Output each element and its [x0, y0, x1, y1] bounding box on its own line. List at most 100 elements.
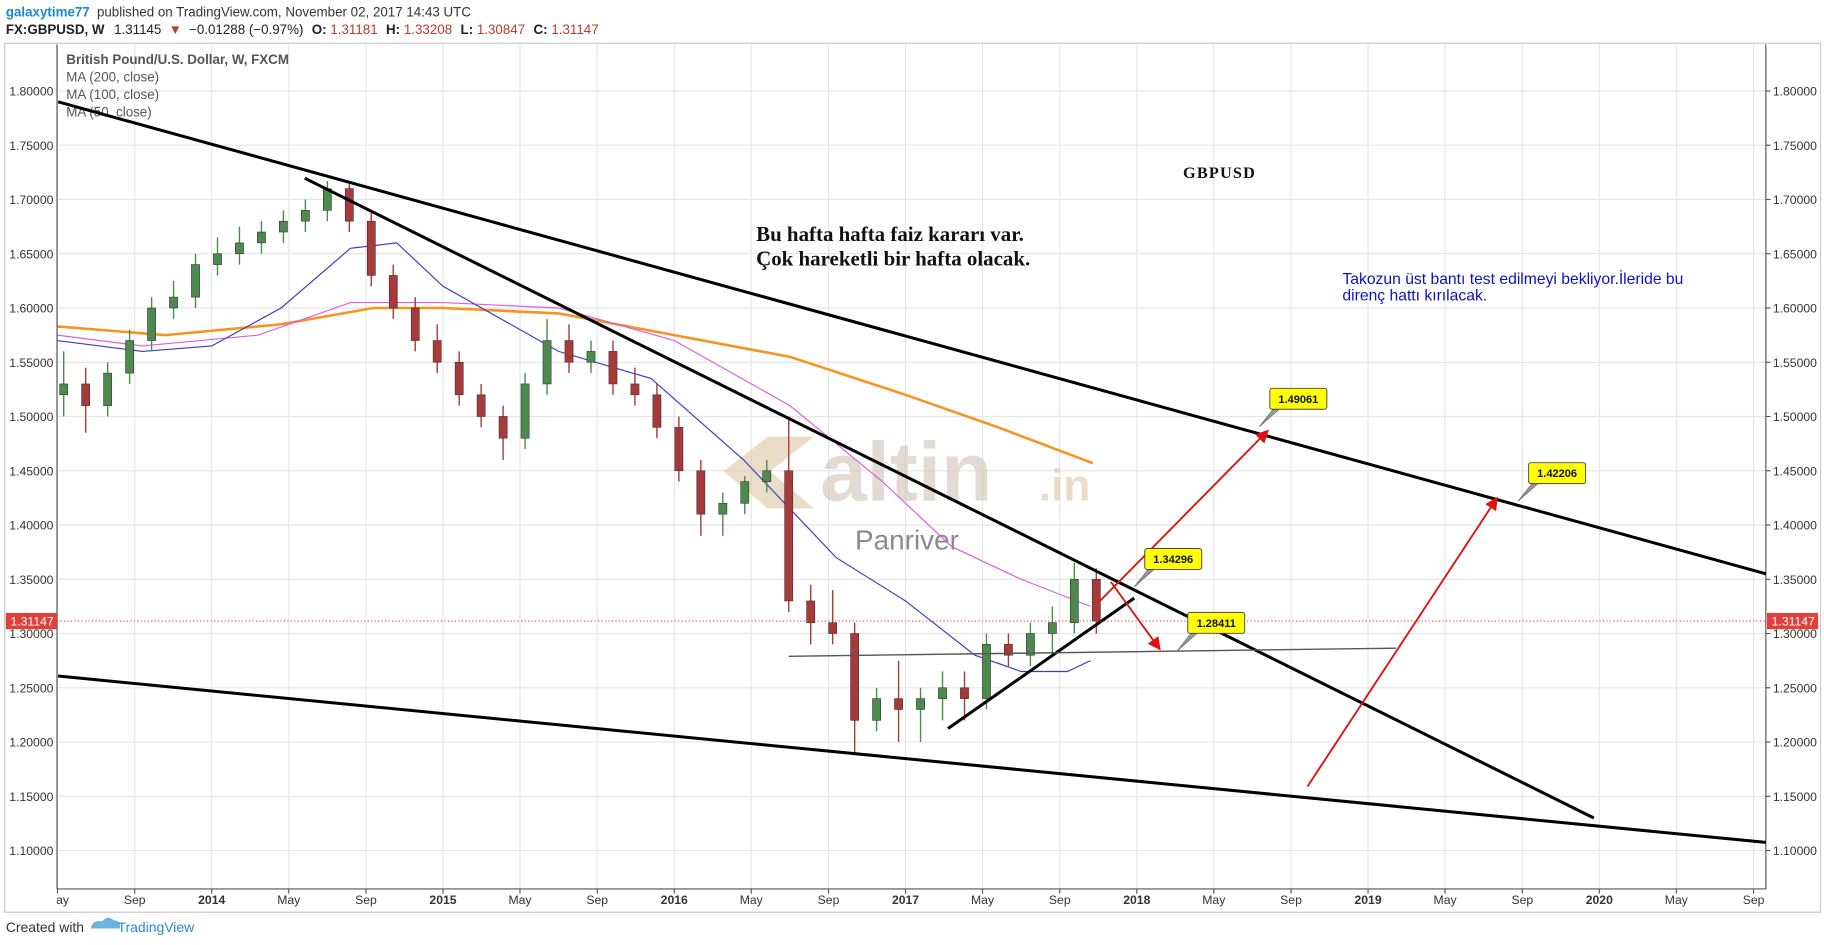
- y-tick-label: 1.30000: [1773, 627, 1817, 641]
- y-tick-label: 1.80000: [9, 85, 53, 99]
- y-axis: 1.10000 1.10000 1.15000 1.15000 1.20000 1.200…: [9, 85, 1817, 859]
- y-tick-label: 1.40000: [1773, 519, 1817, 533]
- close-label: C:: [534, 22, 548, 37]
- candle-body: [388, 275, 398, 309]
- candle-body: [894, 698, 903, 710]
- x-tick-label: 2016: [661, 893, 688, 907]
- x-axis: May Sep 2014 May Sep 2015 May Sep 2016 May Sep 2017…: [46, 888, 1765, 907]
- forecast-arrow: [1110, 581, 1161, 651]
- close-value: 1.31147: [551, 22, 598, 37]
- candle-body: [498, 416, 508, 439]
- candle-body: [1048, 622, 1057, 634]
- candle-body: [125, 340, 134, 374]
- candle-body: [410, 307, 420, 341]
- candle-body: [147, 307, 156, 341]
- legend-title: British Pound/U.S. Dollar, W, FXCM: [66, 52, 289, 67]
- candle-body: [542, 340, 552, 385]
- moving-average: [57, 306, 1094, 465]
- footer-brand[interactable]: TradingView: [117, 919, 195, 935]
- candle-body: [235, 242, 244, 255]
- candle-body: [982, 644, 991, 699]
- y-tick-label: 1.40000: [9, 519, 53, 533]
- trend-line: [947, 596, 1136, 730]
- candle-body: [872, 698, 881, 721]
- callout-label: 1.49061: [1278, 394, 1318, 406]
- candle-body: [608, 351, 618, 385]
- candle-body: [191, 264, 200, 298]
- candle-body: [696, 470, 706, 515]
- note-line: Bu hafta hafta faiz kararı var.: [756, 222, 1024, 246]
- plot-area: [57, 181, 1101, 753]
- watermark-tld: .in: [1039, 461, 1091, 510]
- callout-label: 1.42206: [1537, 468, 1577, 480]
- moving-average: [57, 242, 1091, 673]
- watermark-sub: Panriver: [855, 524, 959, 555]
- last-price-tag: [5, 612, 58, 630]
- open-label: O:: [312, 22, 327, 37]
- y-tick-label: 1.55000: [1773, 356, 1817, 370]
- y-tick-label: 1.45000: [9, 464, 53, 478]
- candle-body: [279, 220, 288, 233]
- candle-body: [344, 188, 354, 222]
- callout-box: [1528, 462, 1587, 485]
- note-line: Çok hareketli bir hafta olacak.: [756, 246, 1030, 270]
- footer-created: Created with: [6, 919, 84, 935]
- symbol-annotation: GBPUSD: [1183, 163, 1256, 182]
- candle-body: [103, 372, 113, 406]
- candle-body: [59, 383, 69, 396]
- forecast-arrow: [1098, 429, 1269, 603]
- high-label: H:: [386, 22, 400, 37]
- y-tick-label: 1.25000: [1773, 681, 1817, 695]
- y-tick-label: 1.60000: [9, 302, 53, 316]
- candle-body: [674, 427, 684, 472]
- callout-box: [1144, 548, 1203, 570]
- y-tick-label: 1.75000: [9, 139, 53, 153]
- high-value: 1.33208: [404, 22, 452, 37]
- candle-body: [740, 481, 750, 504]
- candle-body: [432, 340, 442, 363]
- candle-body: [652, 394, 662, 428]
- x-tick-label: 2017: [892, 893, 919, 907]
- x-tick-label: Sep: [1743, 893, 1765, 907]
- x-tick-label: 2014: [198, 893, 225, 907]
- y-tick-label: 1.65000: [1773, 247, 1817, 261]
- y-tick-label: 1.10000: [1773, 844, 1817, 858]
- symbol: FX:GBPUSD, W: [6, 22, 105, 37]
- callout-box: [1269, 387, 1328, 410]
- y-tick-label: 1.50000: [1773, 410, 1817, 424]
- y-tick-label: 1.55000: [9, 356, 53, 370]
- forecast-line: Takozun üst bantı test edilmeyi bekliyor…: [1342, 269, 1683, 288]
- candle-body: [960, 687, 969, 699]
- low-value: 1.30847: [477, 22, 525, 37]
- watermark: altin .in: [723, 424, 1091, 518]
- trend-line: [304, 176, 1595, 820]
- x-tick-label: May: [1202, 893, 1226, 907]
- x-tick-label: Sep: [818, 893, 840, 907]
- grid: [57, 44, 1766, 889]
- candle-body: [916, 698, 925, 710]
- direction: ▼: [169, 22, 182, 37]
- candle-body: [1004, 644, 1013, 656]
- author[interactable]: galaxytime77: [6, 5, 90, 20]
- y-tick-label: 1.20000: [1773, 736, 1817, 750]
- candle-body: [301, 210, 310, 222]
- candle-body: [213, 253, 222, 265]
- y-tick-label: 1.60000: [1773, 302, 1817, 316]
- x-tick-label: May: [46, 893, 70, 907]
- footer-logo: [90, 917, 120, 929]
- header-line-1: galaxytime77 published on TradingView.co…: [6, 5, 472, 20]
- callout-label: 1.28411: [1197, 618, 1236, 630]
- published-info: published on TradingView.com, November 0…: [97, 5, 471, 20]
- candle-body: [850, 633, 860, 721]
- header-line-2: FX:GBPUSD, W 1.31145 ▼ −0.01288 (−0.97%)…: [6, 22, 599, 37]
- candle-body: [762, 470, 772, 482]
- last-price-label: 1.31147: [1772, 615, 1815, 629]
- candle-body: [938, 687, 947, 699]
- candle-body: [630, 383, 640, 396]
- candle-body: [81, 383, 91, 406]
- trend-line: [788, 647, 1397, 658]
- y-tick-label: 1.15000: [9, 790, 53, 804]
- x-tick-label: Sep: [586, 893, 608, 907]
